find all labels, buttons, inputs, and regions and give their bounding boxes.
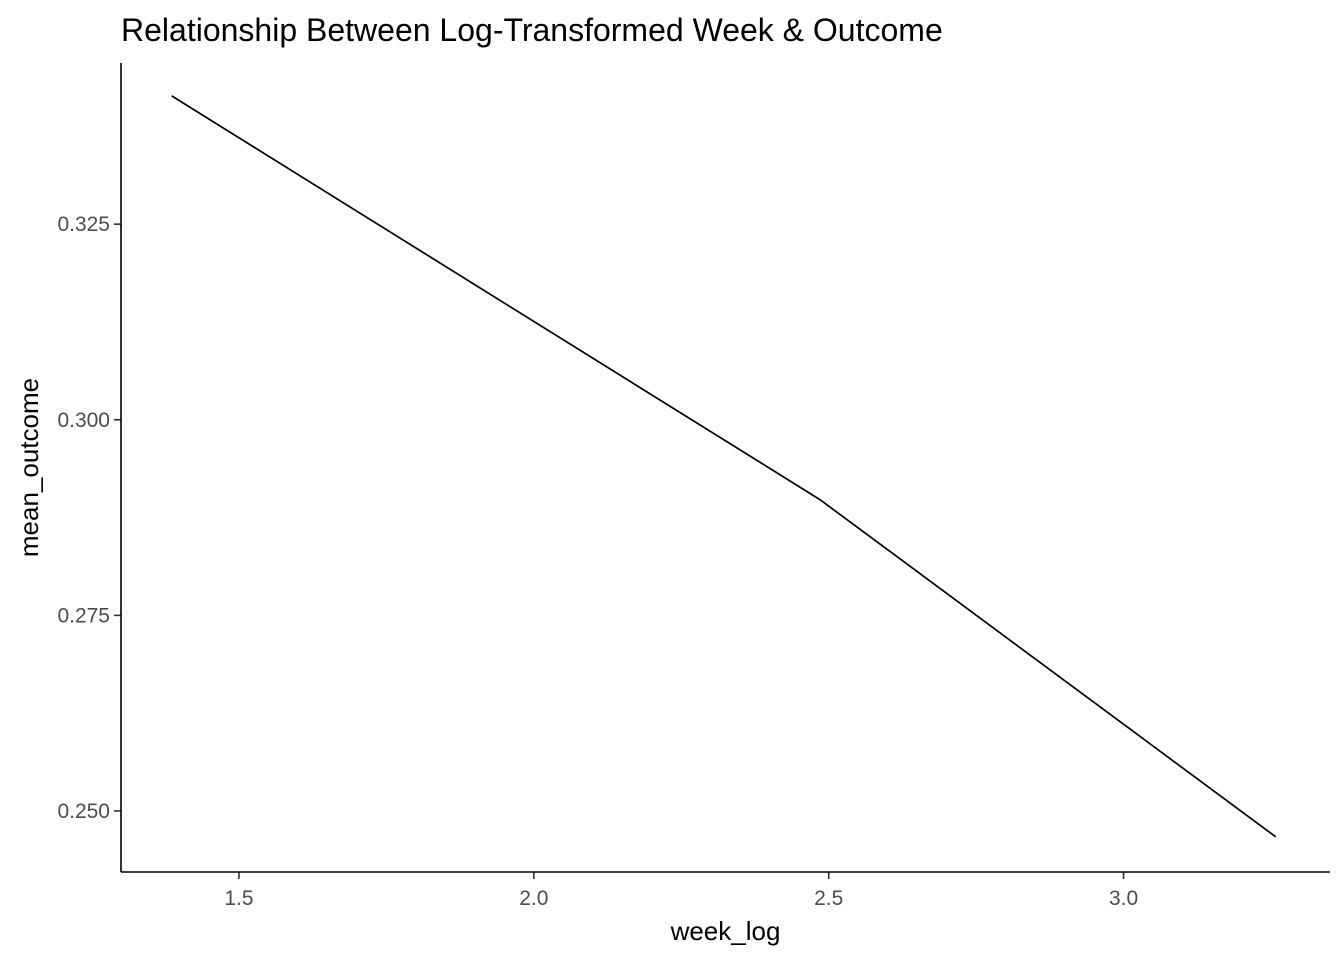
chart-title: Relationship Between Log-Transformed Wee… bbox=[121, 12, 943, 48]
x-tick-label: 3.0 bbox=[1109, 887, 1138, 910]
x-axis-ticks: 1.5 2.0 2.5 3.0 bbox=[224, 872, 1138, 910]
y-tick-label: 0.325 bbox=[57, 213, 110, 236]
x-axis-title: week_log bbox=[670, 916, 781, 946]
y-axis-ticks: 0.250 0.275 0.300 0.325 bbox=[57, 213, 121, 823]
x-tick-label: 1.5 bbox=[224, 887, 253, 910]
series-line bbox=[171, 95, 1277, 838]
y-tick-label: 0.300 bbox=[57, 409, 110, 432]
x-tick-label: 2.0 bbox=[519, 887, 548, 910]
y-axis-title: mean_outcome bbox=[14, 378, 44, 557]
plot-series bbox=[171, 95, 1277, 838]
y-tick-label: 0.275 bbox=[57, 604, 110, 627]
x-tick-label: 2.5 bbox=[814, 887, 843, 910]
y-tick-label: 0.250 bbox=[57, 800, 110, 823]
